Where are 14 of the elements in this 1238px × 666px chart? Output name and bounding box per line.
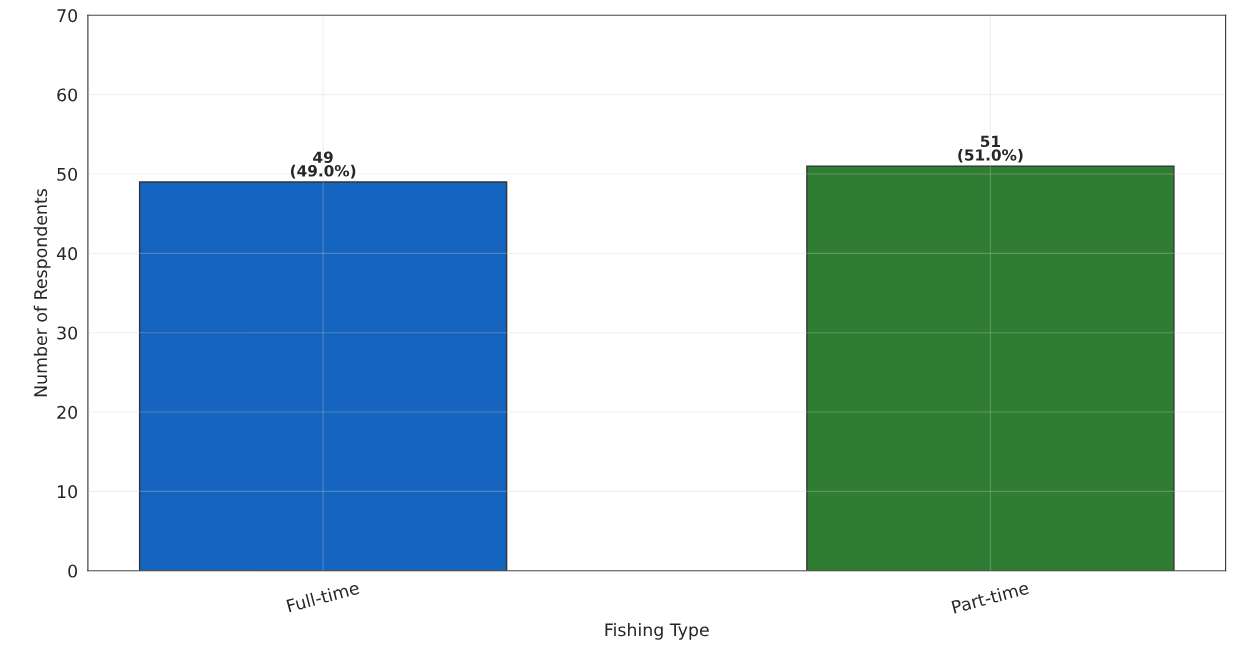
x-axis-title: Fishing Type: [605, 622, 709, 640]
x-tick-label: Full-time: [286, 580, 360, 613]
y-tick-label: 70: [57, 9, 78, 23]
y-tick-label: 60: [57, 88, 78, 102]
data-label: 51 (51.0%): [958, 135, 1023, 163]
y-axis-title: Number of Respondents: [33, 189, 51, 397]
x-tick-label: Part-time: [951, 580, 1030, 614]
data-label: 49 (49.0%): [290, 151, 356, 179]
y-tick-label: 30: [57, 326, 78, 340]
y-tick-label: 20: [57, 405, 78, 419]
y-tick-label: 40: [56, 247, 78, 261]
y-tick-label: 0: [68, 564, 78, 578]
y-tick-label: 10: [57, 485, 78, 499]
y-tick-label: 50: [57, 167, 78, 181]
